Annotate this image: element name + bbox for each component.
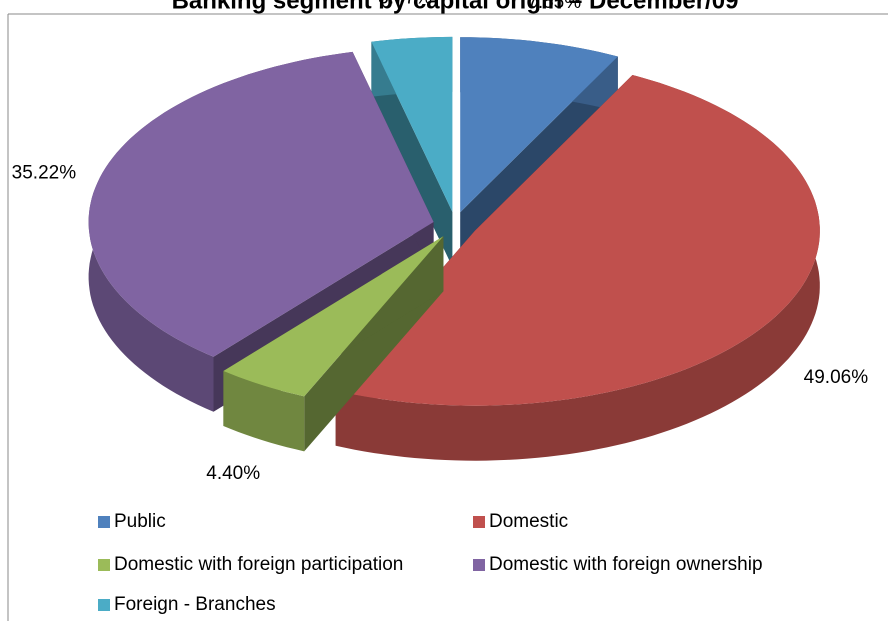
- legend: Public Domestic Domestic with foreign part…: [98, 511, 763, 615]
- legend-swatch: [98, 559, 110, 571]
- slice-side: [371, 41, 453, 267]
- slice-side: [335, 75, 820, 461]
- data-label: 49.06%: [804, 367, 869, 388]
- data-label: 4.40%: [206, 463, 260, 484]
- slice: [335, 75, 820, 406]
- data-label: 7.55%: [527, 0, 581, 13]
- labels: 7.55% 49.06% 4.40% 35.22% 3.77%: [12, 0, 869, 484]
- legend-label: Domestic: [489, 511, 568, 532]
- legend-swatch: [98, 599, 110, 611]
- chart-title: Banking segment by capital origin – Dece…: [172, 0, 739, 14]
- pie: [88, 36, 820, 461]
- slice: [223, 236, 444, 397]
- data-label: 35.22%: [12, 163, 77, 184]
- slice: [88, 51, 434, 357]
- legend-swatch: [98, 516, 110, 528]
- legend-label: Domestic with foreign ownership: [489, 554, 763, 575]
- slice-side: [223, 371, 305, 452]
- slice: [371, 36, 453, 212]
- legend-swatch: [473, 559, 485, 571]
- data-label: 3.77%: [378, 0, 432, 8]
- legend-label: Domestic with foreign participation: [114, 554, 403, 575]
- legend-swatch: [473, 516, 485, 528]
- legend-label: Foreign - Branches: [114, 594, 276, 615]
- slice: [460, 37, 618, 213]
- legend-label: Public: [114, 511, 166, 532]
